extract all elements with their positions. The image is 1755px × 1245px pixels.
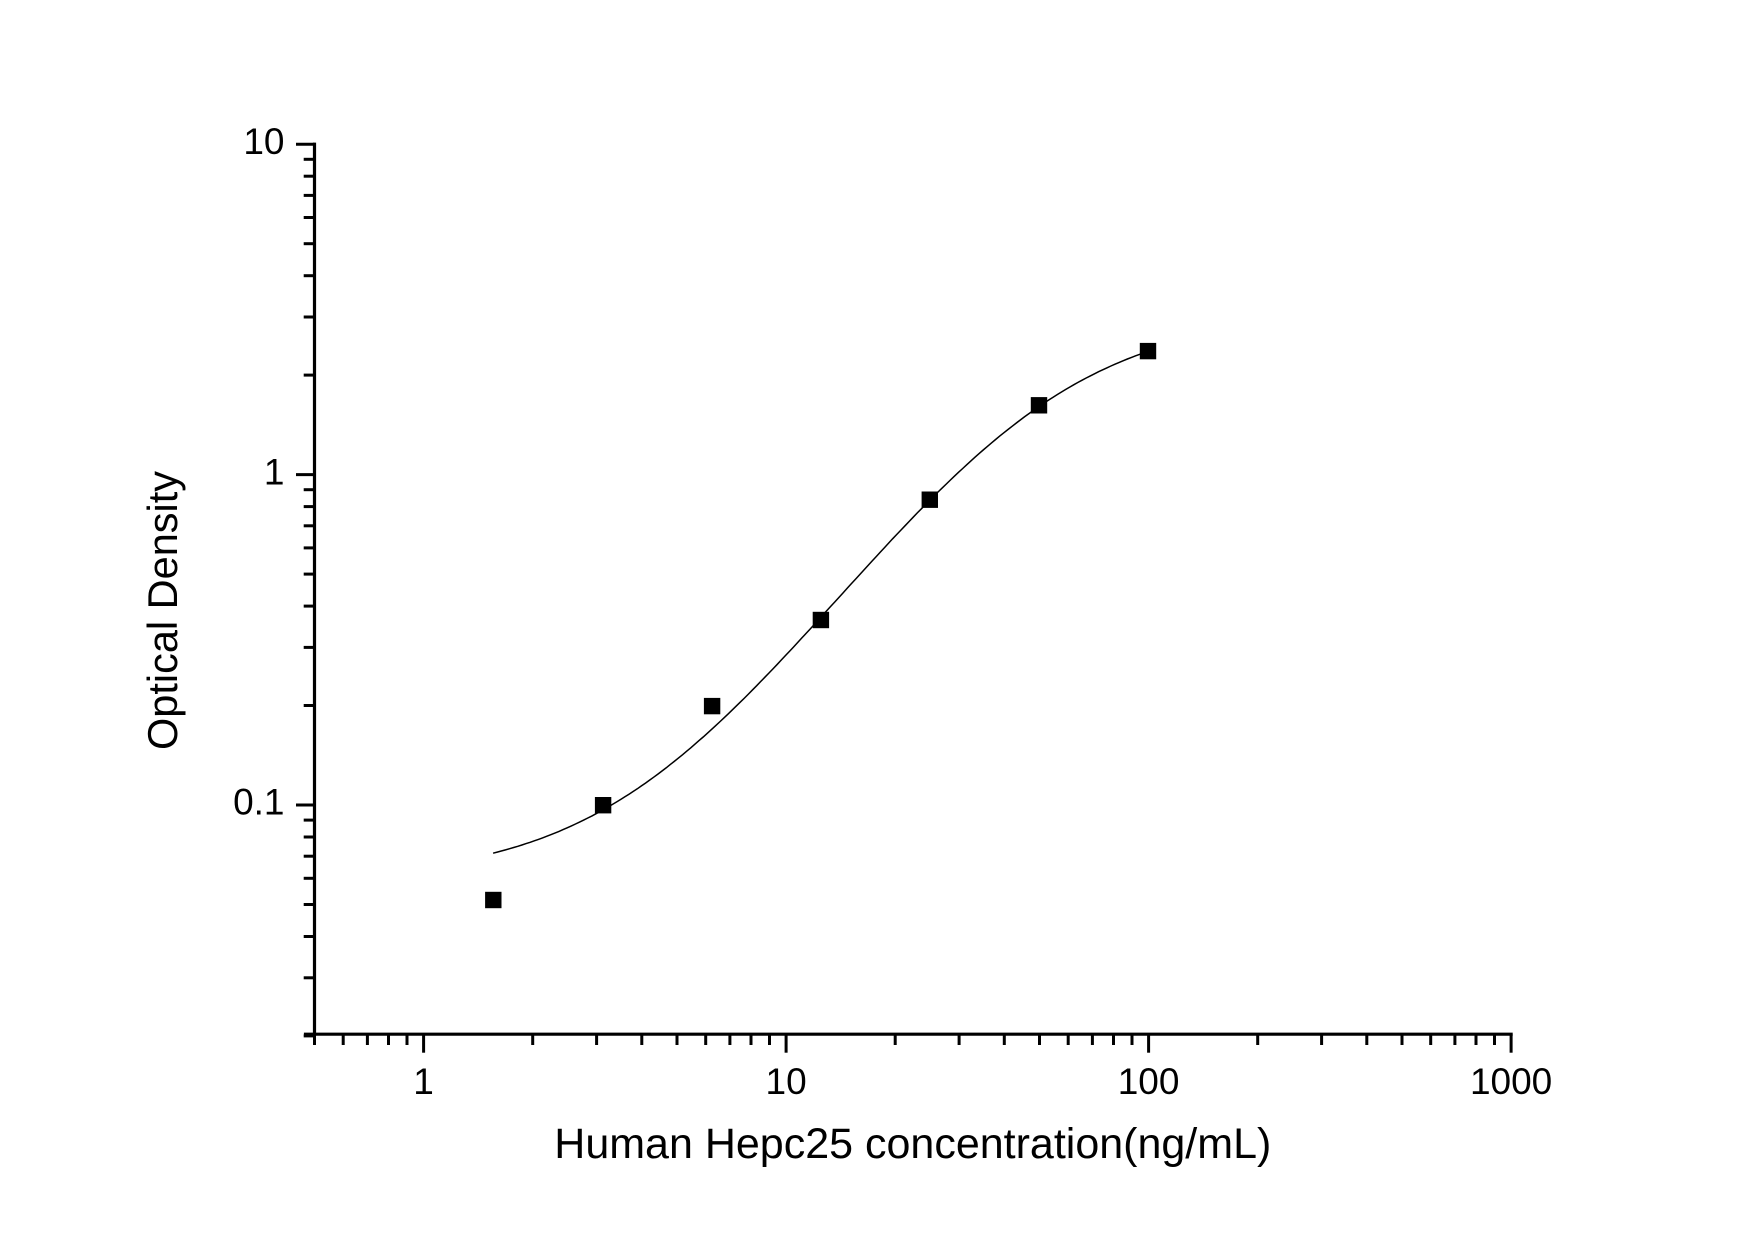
svg-text:10: 10 xyxy=(766,1061,807,1102)
svg-text:1000: 1000 xyxy=(1470,1061,1552,1102)
svg-text:Human Hepc25 concentration(ng/: Human Hepc25 concentration(ng/mL) xyxy=(554,1120,1271,1168)
svg-text:10: 10 xyxy=(243,121,284,162)
svg-text:1: 1 xyxy=(413,1061,434,1102)
svg-text:Optical Density: Optical Density xyxy=(139,471,186,750)
svg-text:100: 100 xyxy=(1118,1061,1180,1102)
svg-text:0.1: 0.1 xyxy=(233,782,284,823)
svg-text:1: 1 xyxy=(264,451,285,492)
